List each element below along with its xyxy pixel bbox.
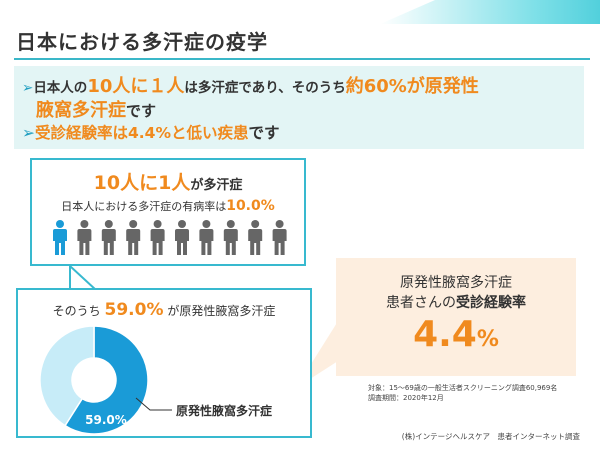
summary-line1-d: 約60%が原発性: [345, 76, 479, 97]
headline-number: 10人に1人: [93, 172, 191, 194]
person-icon: [175, 220, 189, 255]
source-credit: (株)インテージヘルスケア 患者インターネット調査: [401, 432, 580, 441]
summary-line2-b: です: [126, 102, 157, 120]
prevalence-rate: 日本人における多汗症の有病率は10.0%: [32, 198, 304, 214]
arrow-bullet-icon: ➢: [22, 80, 34, 96]
consultation-rate-value: 4.4%: [336, 314, 576, 355]
summary-line2-a: 腋窩多汗症: [36, 100, 126, 121]
callout-value: 4.4: [413, 314, 477, 355]
person-icon: [53, 220, 67, 255]
summary-line-1: ➢日本人の10人に１人は多汗症であり、そのうち約60%が原発性: [22, 72, 479, 98]
page-title: 日本における多汗症の疫学: [16, 30, 268, 54]
notes-period: 調査期間：2020年12月: [368, 394, 444, 402]
summary-line-2: 腋窩多汗症です: [36, 96, 156, 122]
share-suffix: が原発性腋窩多汗症: [167, 304, 276, 318]
summary-line3-b: です: [248, 124, 280, 142]
people-pictogram: [53, 220, 287, 255]
headline-text: が多汗症: [190, 178, 243, 193]
donut-data-label: 59.0%: [85, 413, 127, 427]
share-value: 59.0%: [104, 300, 164, 320]
share-prefix: そのうち: [52, 304, 101, 318]
panel-connector: [69, 263, 99, 291]
prevalence-value: 10.0%: [226, 198, 275, 214]
person-icon: [248, 220, 263, 255]
donut-slice-0: [64, 325, 149, 435]
consultation-rate-callout: 原発性腋窩多汗症 患者さんの受診経験率 4.4%: [336, 258, 576, 376]
summary-line1-b: 10人に１人: [87, 76, 185, 97]
person-icon: [150, 220, 165, 255]
prevalence-headline: 10人に1人が多汗症: [32, 168, 304, 195]
callout-unit: %: [476, 327, 499, 352]
summary-box: ➢日本人の10人に１人は多汗症であり、そのうち約60%が原発性 腋窩多汗症です …: [14, 66, 584, 149]
donut-legend-label: 原発性腋窩多汗症: [176, 404, 273, 418]
callout-line-2: 患者さんの受診経験率: [336, 292, 576, 312]
arrow-bullet-icon: ➢: [22, 124, 35, 142]
callout-line2-a: 患者さんの: [386, 295, 456, 311]
prevalence-panel: 10人に1人が多汗症 日本人における多汗症の有病率は10.0%: [30, 158, 306, 266]
person-icon: [77, 220, 92, 255]
summary-line1-a: 日本人の: [33, 80, 88, 96]
callout-line2-b: 受診経験率: [456, 295, 526, 311]
title-divider: [14, 58, 590, 60]
primary-share-headline: そのうち 59.0% が原発性腋窩多汗症: [18, 300, 310, 320]
person-icon: [199, 220, 214, 255]
callout-line-1: 原発性腋窩多汗症: [400, 275, 512, 291]
primary-axillary-panel: そのうち 59.0% が原発性腋窩多汗症 59.0% 原発性腋窩多汗症: [16, 288, 312, 438]
prevalence-label: 日本人における多汗症の有病率は: [61, 200, 227, 213]
notes-target: 対象：15〜69歳の一般生活者スクリーニング調査60,969名: [368, 384, 558, 392]
survey-notes: 対象：15〜69歳の一般生活者スクリーニング調査60,969名 調査期間：202…: [368, 383, 557, 403]
person-icon: [223, 220, 238, 255]
donut-chart: 59.0%: [39, 325, 149, 435]
summary-line1-c: は多汗症であり、そのうち: [184, 80, 346, 96]
summary-line3-a: 受診経験率は4.4%と低い疾患: [35, 124, 249, 142]
summary-line-3: ➢受診経験率は4.4%と低い疾患です: [22, 121, 280, 143]
person-icon: [101, 220, 116, 255]
person-icon: [272, 220, 287, 255]
donut-slice-1: [39, 325, 95, 427]
person-icon: [126, 220, 141, 255]
